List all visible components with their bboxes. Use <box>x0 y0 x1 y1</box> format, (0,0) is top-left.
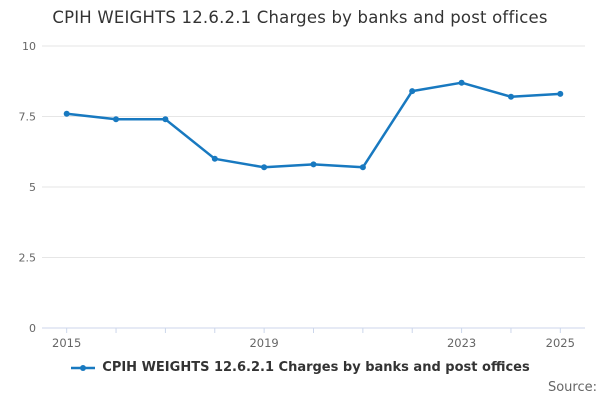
data-point-2021[interactable] <box>359 164 366 171</box>
legend-item[interactable]: CPIH WEIGHTS 12.6.2.1 Charges by banks a… <box>0 360 600 375</box>
y-axis-tick-label: 5 <box>29 181 36 194</box>
y-axis-tick-label: 0 <box>29 322 36 335</box>
y-axis-tick-label: 2.5 <box>19 252 37 265</box>
x-axis-tick-label: 2015 <box>52 336 81 350</box>
data-point-2019[interactable] <box>261 164 268 171</box>
legend-label: CPIH WEIGHTS 12.6.2.1 Charges by banks a… <box>102 360 530 375</box>
data-point-2023[interactable] <box>458 79 465 86</box>
legend-line-marker-icon <box>71 364 96 371</box>
x-axis-tick-label: 2025 <box>546 336 575 350</box>
data-point-2020[interactable] <box>310 161 317 168</box>
line-chart-plot-area: 0 2.5 5 7.5 10 2015 2019 2023 2025 <box>19 40 585 350</box>
x-axis-tick-label: 2019 <box>249 336 278 350</box>
source-label: Source: <box>547 380 597 395</box>
data-point-2015[interactable] <box>63 110 70 117</box>
data-point-2017[interactable] <box>162 116 169 123</box>
data-point-2022[interactable] <box>409 88 416 95</box>
data-point-2025[interactable] <box>557 90 564 97</box>
series-line <box>65 81 562 169</box>
y-axis-tick-label: 10 <box>22 40 36 53</box>
data-point-2016[interactable] <box>113 116 119 123</box>
data-point-2018[interactable] <box>211 155 218 162</box>
chart-title: CPIH WEIGHTS 12.6.2.1 Charges by banks a… <box>52 8 548 27</box>
data-point-2024[interactable] <box>508 93 514 100</box>
y-axis-tick-label: 7.5 <box>19 111 37 124</box>
x-axis-tick-label: 2023 <box>447 336 476 350</box>
